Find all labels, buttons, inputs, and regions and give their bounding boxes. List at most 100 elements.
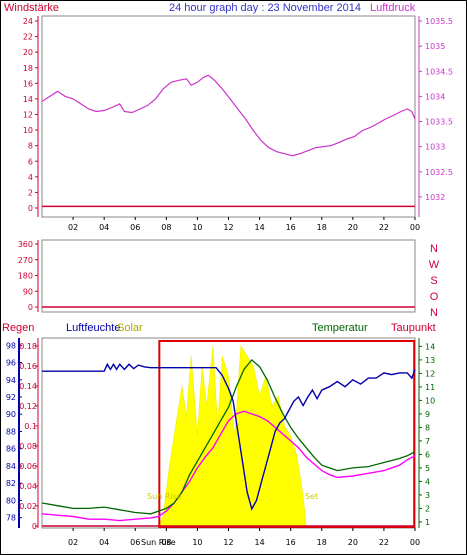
x-tick-label: 10: [192, 538, 202, 547]
rain-tick-label: 0.08: [19, 442, 37, 451]
compass-label: N: [430, 307, 438, 319]
compass-label: O: [430, 291, 439, 303]
wind-tick-label: 6: [28, 157, 33, 166]
pressure-tick-label: 1033.5: [425, 118, 453, 127]
x-tick-label: 12: [223, 223, 233, 232]
x-tick-label-sunrise: Sun Rise: [141, 538, 176, 547]
temperature-label: Temperatur: [312, 322, 368, 334]
rain-tick-label: 0.06: [19, 462, 37, 471]
rain-tick-label: 0.04: [19, 482, 37, 491]
x-tick-label: 20: [348, 538, 358, 547]
temperature-tick-label: 11: [425, 383, 435, 392]
plot-area-1: [41, 15, 416, 218]
temperature-tick-label: 5: [425, 464, 430, 473]
rain-tick-label: 0.12: [19, 402, 37, 411]
direction-tick-label: 180: [18, 272, 33, 281]
dewpoint-series-line: [41, 410, 416, 522]
humidity-tick-label: 78: [6, 514, 16, 523]
sun-rise-label: Sun Rise: [147, 492, 182, 501]
humidity-tick-label: 90: [6, 410, 16, 419]
temperature-tick-label: 4: [425, 477, 430, 486]
temperature-tick-label: 10: [425, 396, 435, 405]
wind-tick-label: 8: [28, 142, 33, 151]
x-tick-label: 12: [223, 538, 233, 547]
wind-tick-label: 22: [23, 33, 33, 42]
humidity-tick-label: 84: [6, 462, 16, 471]
humidity-tick-label: 98: [6, 341, 16, 350]
compass-label: N: [430, 243, 438, 255]
humidity-tick-label: 96: [6, 359, 16, 368]
rain-tick-label: 0.1: [24, 422, 37, 431]
wind-tick-label: 2: [28, 188, 33, 197]
wind-tick-label: 12: [23, 111, 33, 120]
wind-axis-label: Windstärke: [4, 2, 59, 14]
temperature-tick-label: 13: [425, 356, 435, 365]
x-tick-label: 14: [254, 223, 264, 232]
rain-label: Regen: [2, 322, 34, 334]
wind-pressure-panel: 02468101214161820222410321032.510331033.…: [23, 15, 453, 232]
temperature-tick-label: 1: [425, 518, 430, 527]
temperature-series-line: [41, 358, 416, 515]
pressure-series-line: [41, 74, 416, 157]
x-tick-label: 00: [410, 538, 420, 547]
wind-tick-label: 10: [23, 126, 33, 135]
wind-tick-label: 4: [28, 173, 33, 182]
pressure-tick-label: 1035: [425, 42, 445, 51]
x-tick-label: 00: [410, 223, 420, 232]
x-tick-label: 16: [286, 538, 296, 547]
pressure-tick-label: 1034: [425, 92, 445, 101]
temperature-tick-label: 9: [425, 410, 430, 419]
humidity-tick-label: 94: [6, 376, 16, 385]
rain-tick-label: 0.18: [19, 342, 37, 351]
x-tick-label: 18: [317, 223, 327, 232]
rain-tick-label: 0.14: [19, 382, 37, 391]
sun-window-frame: [158, 340, 416, 528]
solar-label: Solar: [117, 322, 143, 334]
direction-tick-label: 270: [18, 256, 33, 265]
x-tick-label: 02: [68, 538, 78, 547]
x-tick-label: 10: [192, 223, 202, 232]
humidity-tick-label: 82: [6, 479, 16, 488]
x-tick-label: 20: [348, 223, 358, 232]
x-tick-label: 16: [286, 223, 296, 232]
wind-tick-label: 0: [28, 204, 33, 213]
x-tick-label: 08: [161, 538, 171, 547]
wind-tick-label: 20: [23, 48, 33, 57]
humidity-tick-label: 92: [6, 393, 16, 402]
humidity-tick-label: 80: [6, 496, 16, 505]
temperature-tick-label: 6: [425, 450, 430, 459]
temperature-tick-label: 14: [425, 342, 435, 351]
pressure-tick-label: 1035.5: [425, 17, 453, 26]
humidity-label: Luftfeuchte: [66, 322, 120, 334]
humidity-series-line: [42, 362, 416, 511]
x-tick-label: 22: [379, 538, 389, 547]
pressure-axis-label: Luftdruck: [370, 2, 416, 14]
humidity-tick-label: 86: [6, 445, 16, 454]
dewpoint-label: Taupunkt: [391, 322, 436, 334]
pressure-tick-label: 1034.5: [425, 67, 453, 76]
wind-tick-label: 14: [23, 95, 33, 104]
x-tick-label: 22: [379, 223, 389, 232]
direction-tick-label: 90: [23, 287, 33, 296]
temperature-tick-label: 12: [425, 369, 435, 378]
x-tick-label: 02: [68, 223, 78, 232]
temperature-tick-label: 7: [425, 437, 430, 446]
pressure-tick-label: 1032.5: [425, 168, 453, 177]
wind-tick-label: 16: [23, 79, 33, 88]
compass-label: S: [430, 275, 437, 287]
compass-label: W: [429, 259, 440, 271]
solar-area: [158, 345, 307, 527]
wind-tick-label: 24: [23, 17, 33, 26]
temperature-tick-label: 3: [425, 491, 430, 500]
pressure-tick-label: 1032: [425, 193, 445, 202]
x-tick-label: 06: [130, 223, 140, 232]
x-tick-label: 04: [99, 538, 109, 547]
direction-tick-label: 0: [28, 303, 33, 312]
x-tick-label: 18: [317, 538, 327, 547]
sun-set-label: Set: [305, 492, 318, 501]
x-tick-label: 14: [254, 538, 264, 547]
direction-tick-label: 360: [18, 240, 33, 249]
x-tick-label: 06: [130, 538, 140, 547]
temperature-tick-label: 2: [425, 504, 430, 513]
